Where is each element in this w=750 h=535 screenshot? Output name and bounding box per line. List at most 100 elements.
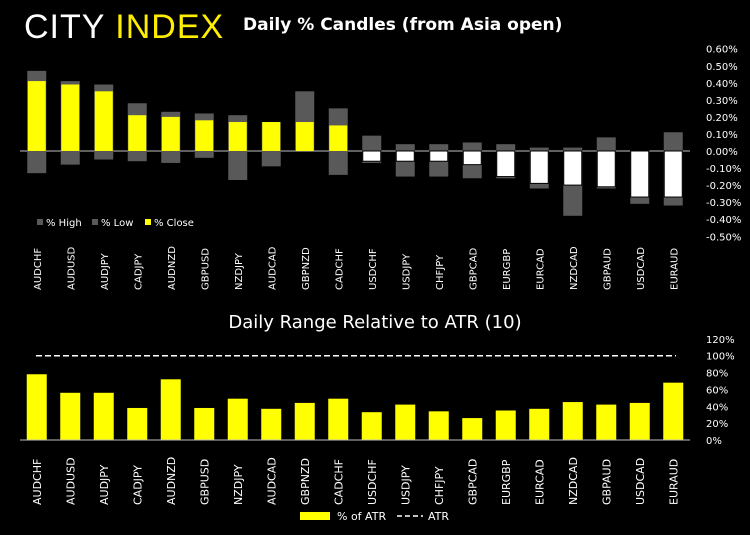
close-bar xyxy=(195,120,214,151)
atr-bar xyxy=(495,410,516,440)
y-tick-label: -0.50% xyxy=(706,232,741,243)
legend-swatch xyxy=(37,219,43,225)
category-label-atr: NZDCAD xyxy=(567,457,580,505)
y-tick-label: 0.00% xyxy=(706,147,738,158)
close-bar xyxy=(496,150,516,178)
close-bar xyxy=(329,125,348,151)
low-bar xyxy=(328,151,348,175)
category-label-atr: USDCHF xyxy=(366,459,379,505)
atr-bar xyxy=(127,407,148,440)
atr-bar xyxy=(462,418,483,440)
atr-bar xyxy=(294,402,315,440)
category-label-atr: USDJPY xyxy=(399,465,412,505)
category-label: GBPCAD xyxy=(468,248,479,290)
low-bar xyxy=(94,151,114,160)
y-tick-label-atr: 100% xyxy=(706,352,735,363)
y-tick-label: -0.40% xyxy=(706,215,741,226)
high-bar xyxy=(663,132,683,151)
low-bar xyxy=(228,151,248,180)
category-label-atr: GBPAUD xyxy=(600,459,613,505)
y-tick-label-atr: 40% xyxy=(706,402,728,413)
category-label: CHFJPY xyxy=(435,254,446,290)
y-tick-label-atr: 0% xyxy=(706,436,722,447)
close-bar xyxy=(27,81,46,151)
category-label-atr: AUDCHF xyxy=(31,459,44,505)
high-bar xyxy=(362,135,382,151)
close-bar xyxy=(94,91,113,151)
category-label: NZDJPY xyxy=(234,252,245,290)
low-bar xyxy=(194,151,214,158)
y-tick-label-atr: 80% xyxy=(706,369,728,380)
category-label: GBPUSD xyxy=(200,248,211,290)
category-label: GBPNZD xyxy=(301,247,312,290)
legend-label-atr: % of ATR xyxy=(337,510,386,523)
category-label: EURAUD xyxy=(669,248,680,290)
close-bar xyxy=(563,150,583,186)
category-label: EURGBP xyxy=(502,249,513,290)
low-bar xyxy=(261,151,281,167)
atr-bar xyxy=(93,392,114,440)
high-bar xyxy=(529,147,549,151)
high-bar xyxy=(429,144,449,151)
y-tick-label-atr: 60% xyxy=(706,385,728,396)
atr-bar xyxy=(160,379,181,440)
category-label-atr: CADJPY xyxy=(131,465,144,505)
high-bar xyxy=(496,144,516,151)
atr-bar xyxy=(261,408,282,440)
category-label-atr: GBPNZD xyxy=(299,458,312,505)
legend-swatch xyxy=(92,219,98,225)
category-label: USDCAD xyxy=(636,247,647,290)
logo-index: INDEX xyxy=(115,8,225,46)
atr-chart-title: Daily Range Relative to ATR (10) xyxy=(228,312,522,333)
category-label: CADJPY xyxy=(133,253,144,290)
category-label: USDCHF xyxy=(368,248,379,290)
legend-swatch xyxy=(145,219,151,225)
close-bar xyxy=(462,150,482,166)
high-bar xyxy=(596,137,616,151)
close-bar xyxy=(429,150,449,162)
category-label: AUDCHF xyxy=(33,248,44,290)
category-label: AUDNZD xyxy=(167,246,178,290)
close-bar xyxy=(262,122,281,151)
close-bar xyxy=(362,150,382,162)
low-bar xyxy=(161,151,181,163)
y-tick-label: -0.10% xyxy=(706,164,741,175)
atr-bar xyxy=(328,398,349,440)
y-tick-label: 0.30% xyxy=(706,96,738,107)
category-label-atr: CADCHF xyxy=(332,459,345,505)
atr-bar xyxy=(529,408,550,440)
y-tick-label: -0.20% xyxy=(706,181,741,192)
category-label-atr: CHFJPY xyxy=(433,466,446,505)
close-bar xyxy=(128,115,147,151)
low-bar xyxy=(27,151,47,174)
close-bar xyxy=(61,84,80,151)
legend-label: % Close xyxy=(154,218,194,229)
y-tick-label: 0.60% xyxy=(706,45,738,56)
close-bar xyxy=(295,122,314,151)
category-label-atr: AUDJPY xyxy=(98,464,111,505)
y-tick-label: 0.20% xyxy=(706,113,738,124)
category-label: NZDCAD xyxy=(569,246,580,290)
close-bar xyxy=(663,150,683,198)
y-tick-label: 0.50% xyxy=(706,62,738,73)
legend-label: % Low xyxy=(101,218,133,229)
close-bar xyxy=(529,150,549,184)
category-label-atr: EURCAD xyxy=(533,459,546,505)
atr-bar xyxy=(663,382,684,440)
close-bar xyxy=(161,116,180,151)
category-label-atr: EURGBP xyxy=(500,459,513,505)
category-label-atr: AUDNZD xyxy=(165,457,178,505)
logo-city: CITY xyxy=(24,8,105,46)
legend-swatch-atr xyxy=(300,512,330,520)
category-label-atr: USDCAD xyxy=(634,458,647,505)
atr-bar xyxy=(395,404,416,440)
category-label-atr: AUDCAD xyxy=(265,457,278,505)
category-label: AUDJPY xyxy=(100,252,111,290)
atr-bar xyxy=(629,402,650,440)
y-tick-label-atr: 20% xyxy=(706,419,728,430)
close-bar xyxy=(596,150,616,188)
category-label-atr: NZDJPY xyxy=(232,464,245,505)
atr-bar xyxy=(596,404,617,440)
atr-bar xyxy=(428,411,449,440)
